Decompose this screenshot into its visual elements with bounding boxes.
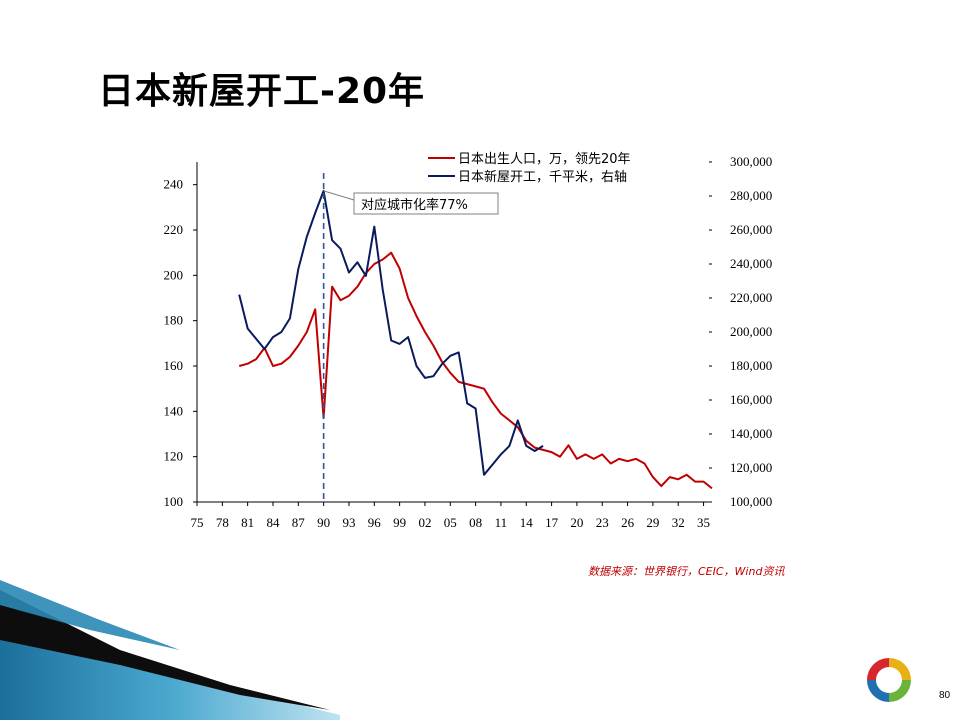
callout-box xyxy=(353,192,499,215)
x-tick-label: 29 xyxy=(646,515,659,530)
x-tick-label: 32 xyxy=(672,515,685,530)
left-tick-label: 100 xyxy=(164,494,184,509)
x-tick-label: 11 xyxy=(495,515,508,530)
left-tick-label: 240 xyxy=(164,177,184,192)
x-tick-label: 87 xyxy=(292,515,306,530)
right-tick-label: 180,000 xyxy=(730,358,772,373)
x-tick-label: 90 xyxy=(317,515,330,530)
right-tick-label: 240,000 xyxy=(730,256,772,271)
x-tick-label: 75 xyxy=(191,515,204,530)
legend-label: 日本新屋开工，千平米，右轴 xyxy=(458,169,627,185)
left-tick-label: 220 xyxy=(164,222,184,237)
x-tick-label: 35 xyxy=(697,515,710,530)
x-tick-label: 99 xyxy=(393,515,406,530)
x-tick-label: 93 xyxy=(342,515,355,530)
left-tick-label: 200 xyxy=(164,267,184,282)
callout-label: 对应城市化率77% xyxy=(361,197,468,213)
series-line-housing-starts xyxy=(238,189,544,476)
chart-axes xyxy=(196,162,712,503)
chart: 100 120 140 160 180 200 220 240 100,000 120,000 14… xyxy=(164,152,773,530)
x-tick-label: 20 xyxy=(570,515,583,530)
chart-ticks: 100 120 140 160 180 200 220 240 100,000 120,000 14… xyxy=(164,154,773,530)
x-tick-label: 02 xyxy=(418,515,431,530)
x-tick-label: 78 xyxy=(216,515,229,530)
left-tick-label: 160 xyxy=(164,358,184,373)
page-title: 日本新屋开工-20年 xyxy=(98,71,426,112)
right-tick-label: 100,000 xyxy=(730,494,772,509)
right-tick-label: 120,000 xyxy=(730,460,772,475)
left-tick-label: 120 xyxy=(164,449,184,464)
x-tick-label: 96 xyxy=(368,515,382,530)
decorative-ribbon xyxy=(0,580,340,720)
x-tick-label: 14 xyxy=(520,515,534,530)
x-tick-label: 05 xyxy=(444,515,457,530)
right-tick-label: 280,000 xyxy=(730,188,772,203)
right-tick-label: 140,000 xyxy=(730,426,772,441)
page-number: 80 xyxy=(939,690,951,701)
right-tick-label: 300,000 xyxy=(730,154,772,169)
right-tick-label: 160,000 xyxy=(730,392,772,407)
company-logo-icon xyxy=(867,658,911,702)
x-tick-label: 17 xyxy=(545,515,559,530)
right-tick-label: 260,000 xyxy=(730,222,772,237)
left-tick-label: 140 xyxy=(164,403,184,418)
x-tick-label: 81 xyxy=(241,515,254,530)
right-tick-label: 200,000 xyxy=(730,324,772,339)
x-tick-label: 23 xyxy=(596,515,609,530)
callout-leader xyxy=(323,190,355,201)
x-tick-label: 84 xyxy=(266,515,280,530)
chart-lines xyxy=(238,173,713,502)
left-tick-label: 180 xyxy=(164,313,184,328)
right-tick-label: 220,000 xyxy=(730,290,772,305)
data-source-note: 数据来源：世界银行，CEIC，Wind资讯 xyxy=(588,565,785,578)
x-tick-label: 08 xyxy=(469,515,482,530)
legend-label: 日本出生人口，万，领先20年 xyxy=(458,152,631,167)
series-line-births xyxy=(238,251,713,490)
x-tick-label: 26 xyxy=(621,515,635,530)
chart-callout: 对应城市化率77% xyxy=(323,190,499,215)
